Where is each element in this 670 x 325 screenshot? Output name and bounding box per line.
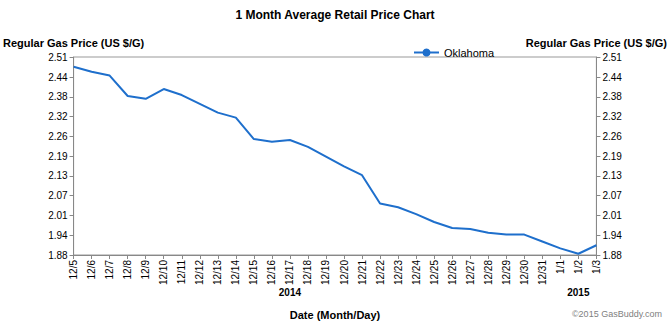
svg-text:2.32: 2.32 (602, 111, 622, 122)
svg-text:12/21: 12/21 (357, 260, 368, 285)
svg-text:2.26: 2.26 (602, 131, 622, 142)
svg-text:Regular Gas Price (US $/G): Regular Gas Price (US $/G) (526, 37, 668, 49)
svg-text:2.19: 2.19 (48, 151, 68, 162)
svg-text:12/7: 12/7 (104, 260, 115, 280)
svg-text:2.19: 2.19 (602, 151, 622, 162)
svg-text:1 Month Average Retail Price C: 1 Month Average Retail Price Chart (235, 8, 434, 22)
svg-text:12/9: 12/9 (140, 260, 151, 280)
svg-text:Regular Gas Price (US $/G): Regular Gas Price (US $/G) (3, 37, 145, 49)
svg-text:12/11: 12/11 (176, 260, 187, 285)
svg-text:2.13: 2.13 (602, 170, 622, 181)
svg-text:12/18: 12/18 (302, 260, 313, 285)
svg-text:12/31: 12/31 (537, 260, 548, 285)
svg-text:12/24: 12/24 (411, 260, 422, 285)
svg-text:2.07: 2.07 (48, 190, 68, 201)
svg-text:2.32: 2.32 (48, 111, 68, 122)
svg-text:2.26: 2.26 (48, 131, 68, 142)
svg-text:2.44: 2.44 (48, 72, 68, 83)
svg-text:12/29: 12/29 (501, 260, 512, 285)
svg-text:12/13: 12/13 (212, 260, 223, 285)
svg-text:12/17: 12/17 (284, 260, 295, 285)
svg-text:2.38: 2.38 (602, 91, 622, 102)
svg-text:2.51: 2.51 (602, 52, 622, 63)
svg-text:12/10: 12/10 (158, 260, 169, 285)
svg-text:12/12: 12/12 (194, 260, 205, 285)
svg-text:12/16: 12/16 (266, 260, 277, 285)
svg-text:2.01: 2.01 (48, 210, 68, 221)
svg-text:1.94: 1.94 (48, 230, 68, 241)
svg-text:12/6: 12/6 (86, 260, 97, 280)
svg-text:2015: 2015 (567, 287, 590, 298)
svg-text:2.51: 2.51 (48, 52, 68, 63)
svg-text:12/15: 12/15 (248, 260, 259, 285)
svg-text:12/30: 12/30 (519, 260, 530, 285)
svg-text:Oklahoma: Oklahoma (444, 47, 495, 59)
svg-text:12/28: 12/28 (483, 260, 494, 285)
svg-text:1.94: 1.94 (602, 230, 622, 241)
svg-text:12/27: 12/27 (465, 260, 476, 285)
svg-text:12/19: 12/19 (320, 260, 331, 285)
svg-text:2.07: 2.07 (602, 190, 622, 201)
svg-text:12/8: 12/8 (122, 260, 133, 280)
svg-text:1/2: 1/2 (573, 260, 584, 274)
svg-text:12/5: 12/5 (68, 260, 79, 280)
svg-text:2014: 2014 (279, 287, 302, 298)
svg-text:©2015 GasBuddy.com: ©2015 GasBuddy.com (572, 309, 662, 319)
svg-text:1.88: 1.88 (48, 250, 68, 261)
svg-text:12/23: 12/23 (393, 260, 404, 285)
svg-text:12/14: 12/14 (230, 260, 241, 285)
svg-text:12/20: 12/20 (339, 260, 350, 285)
svg-text:12/26: 12/26 (447, 260, 458, 285)
svg-text:2.01: 2.01 (602, 210, 622, 221)
svg-text:1/1: 1/1 (555, 260, 566, 274)
svg-text:2.44: 2.44 (602, 72, 622, 83)
svg-text:2.13: 2.13 (48, 170, 68, 181)
svg-text:12/25: 12/25 (429, 260, 440, 285)
svg-text:1/3: 1/3 (591, 260, 602, 274)
svg-text:1.88: 1.88 (602, 250, 622, 261)
svg-text:12/22: 12/22 (375, 260, 386, 285)
svg-text:Date (Month/Day): Date (Month/Day) (290, 309, 381, 321)
svg-text:2.38: 2.38 (48, 91, 68, 102)
